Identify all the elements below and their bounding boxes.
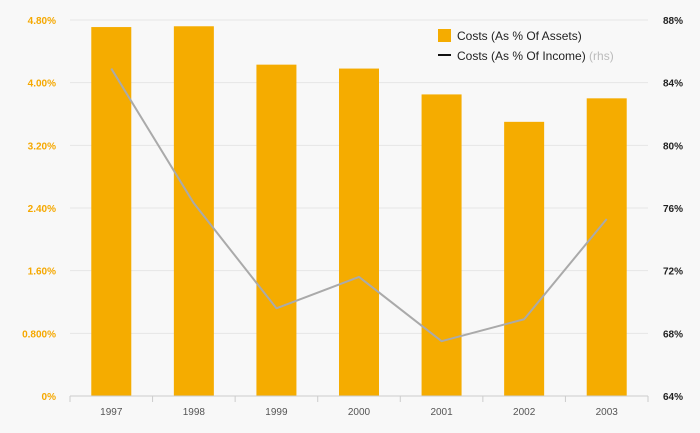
bar xyxy=(173,26,214,397)
bar xyxy=(421,94,462,397)
legend-label-line-suffix: (rhs) xyxy=(589,49,614,63)
line-series xyxy=(110,68,608,343)
bar xyxy=(91,27,132,397)
y-right-tick-label: 68% xyxy=(663,329,683,340)
legend-swatch-bar xyxy=(438,29,451,42)
y-left-tick-label: 4.00% xyxy=(28,79,56,90)
y-left-tick-label: 2.40% xyxy=(28,204,56,215)
y-right-tick-label: 88% xyxy=(663,16,683,27)
x-tick-label: 2003 xyxy=(596,407,619,418)
x-tick-label: 1998 xyxy=(183,407,206,418)
y-right-tick-label: 72% xyxy=(663,267,683,278)
y-left-tick-label: 1.60% xyxy=(28,267,56,278)
x-tick-label: 2002 xyxy=(513,407,536,418)
y-right-tick-label: 80% xyxy=(663,141,683,152)
y-left-tick-label: 4.80% xyxy=(28,16,56,27)
bar xyxy=(256,64,297,397)
bar xyxy=(504,121,545,396)
x-tick-label: 2000 xyxy=(348,407,371,418)
axis-layer: 0% 0.800% 1.60% 2.40% 3.20% 4.00% 4.80% 64% 68% 7… xyxy=(22,16,683,418)
x-tick-label: 2001 xyxy=(430,407,453,418)
bar xyxy=(586,98,627,396)
y-right-tick-label: 64% xyxy=(663,392,683,403)
y-right-tick-label: 76% xyxy=(663,204,683,215)
legend-label-bar: Costs (As % Of Assets) xyxy=(457,29,582,43)
legend: Costs (As % Of Assets) Costs (As % Of Inc… xyxy=(438,29,614,63)
y-right-tick-label: 84% xyxy=(663,79,683,90)
y-left-tick-label: 3.20% xyxy=(28,141,56,152)
y-left-tick-label: 0% xyxy=(42,392,57,403)
y-left-tick-label: 0.800% xyxy=(22,329,56,340)
x-tick-label: 1997 xyxy=(100,407,123,418)
bar-layer xyxy=(91,26,627,397)
bar xyxy=(339,68,379,397)
legend-label-line: Costs (As % Of Income) (rhs) xyxy=(457,49,614,63)
x-tick-label: 1999 xyxy=(265,407,288,418)
line-layer xyxy=(110,68,608,343)
